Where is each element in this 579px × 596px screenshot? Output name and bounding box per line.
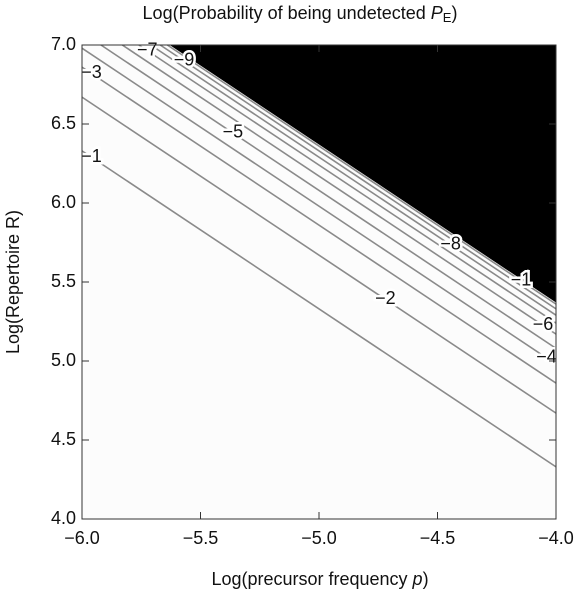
- x-label-close: ): [423, 569, 429, 589]
- contour-label: −4: [536, 347, 557, 367]
- title-text: Log(Probability of being undetected: [143, 3, 431, 23]
- contour-line: [166, 44, 557, 305]
- contour-label: −9: [174, 50, 195, 70]
- y-tick-label: 6.5: [51, 113, 76, 133]
- y-tick-label: 4.5: [51, 429, 76, 449]
- x-tick-label: −6.0: [64, 528, 100, 548]
- contour-label: −2: [375, 288, 396, 308]
- y-tick-label: 6.0: [51, 192, 76, 212]
- y-tick-label: 7.0: [51, 34, 76, 54]
- x-label-text: Log(precursor frequency: [211, 569, 412, 589]
- contour-line: [150, 44, 557, 316]
- filled-region: [169, 45, 556, 303]
- x-tick-label: −4.5: [420, 528, 456, 548]
- contour-label: −1: [81, 146, 102, 166]
- x-tick-label: −5.5: [183, 528, 219, 548]
- contour-label: −7: [137, 39, 158, 59]
- y-tick-label: 4.0: [51, 508, 76, 528]
- x-axis-label: Log(precursor frequency p): [211, 569, 428, 589]
- contour-label: −3: [81, 62, 102, 82]
- title-subscript: E: [443, 10, 452, 25]
- x-label-symbol: p: [412, 569, 423, 589]
- y-tick-label: 5.5: [51, 271, 76, 291]
- y-tick-label: 5.0: [51, 350, 76, 370]
- contour-line: [138, 44, 557, 324]
- contour-line: [81, 150, 557, 468]
- contour-label: −5: [223, 122, 244, 142]
- x-tick-label: −5.0: [301, 528, 337, 548]
- contour-line: [81, 66, 557, 384]
- contour-line: [121, 44, 557, 335]
- y-axis-label: Log(Repertoire R): [3, 210, 23, 354]
- contour-label: −1: [511, 270, 532, 290]
- chart-title: Log(Probability of being undetected PE): [143, 3, 458, 26]
- title-symbol: P: [431, 3, 443, 23]
- contour-line: [81, 47, 557, 365]
- contour-line: [100, 44, 557, 350]
- contour-line: [81, 96, 557, 414]
- contour-label: −8: [440, 234, 461, 254]
- title-close: ): [451, 3, 457, 23]
- contour-line: [159, 44, 557, 310]
- x-tick-label: −4.0: [538, 528, 574, 548]
- contour-label: −6: [533, 314, 554, 334]
